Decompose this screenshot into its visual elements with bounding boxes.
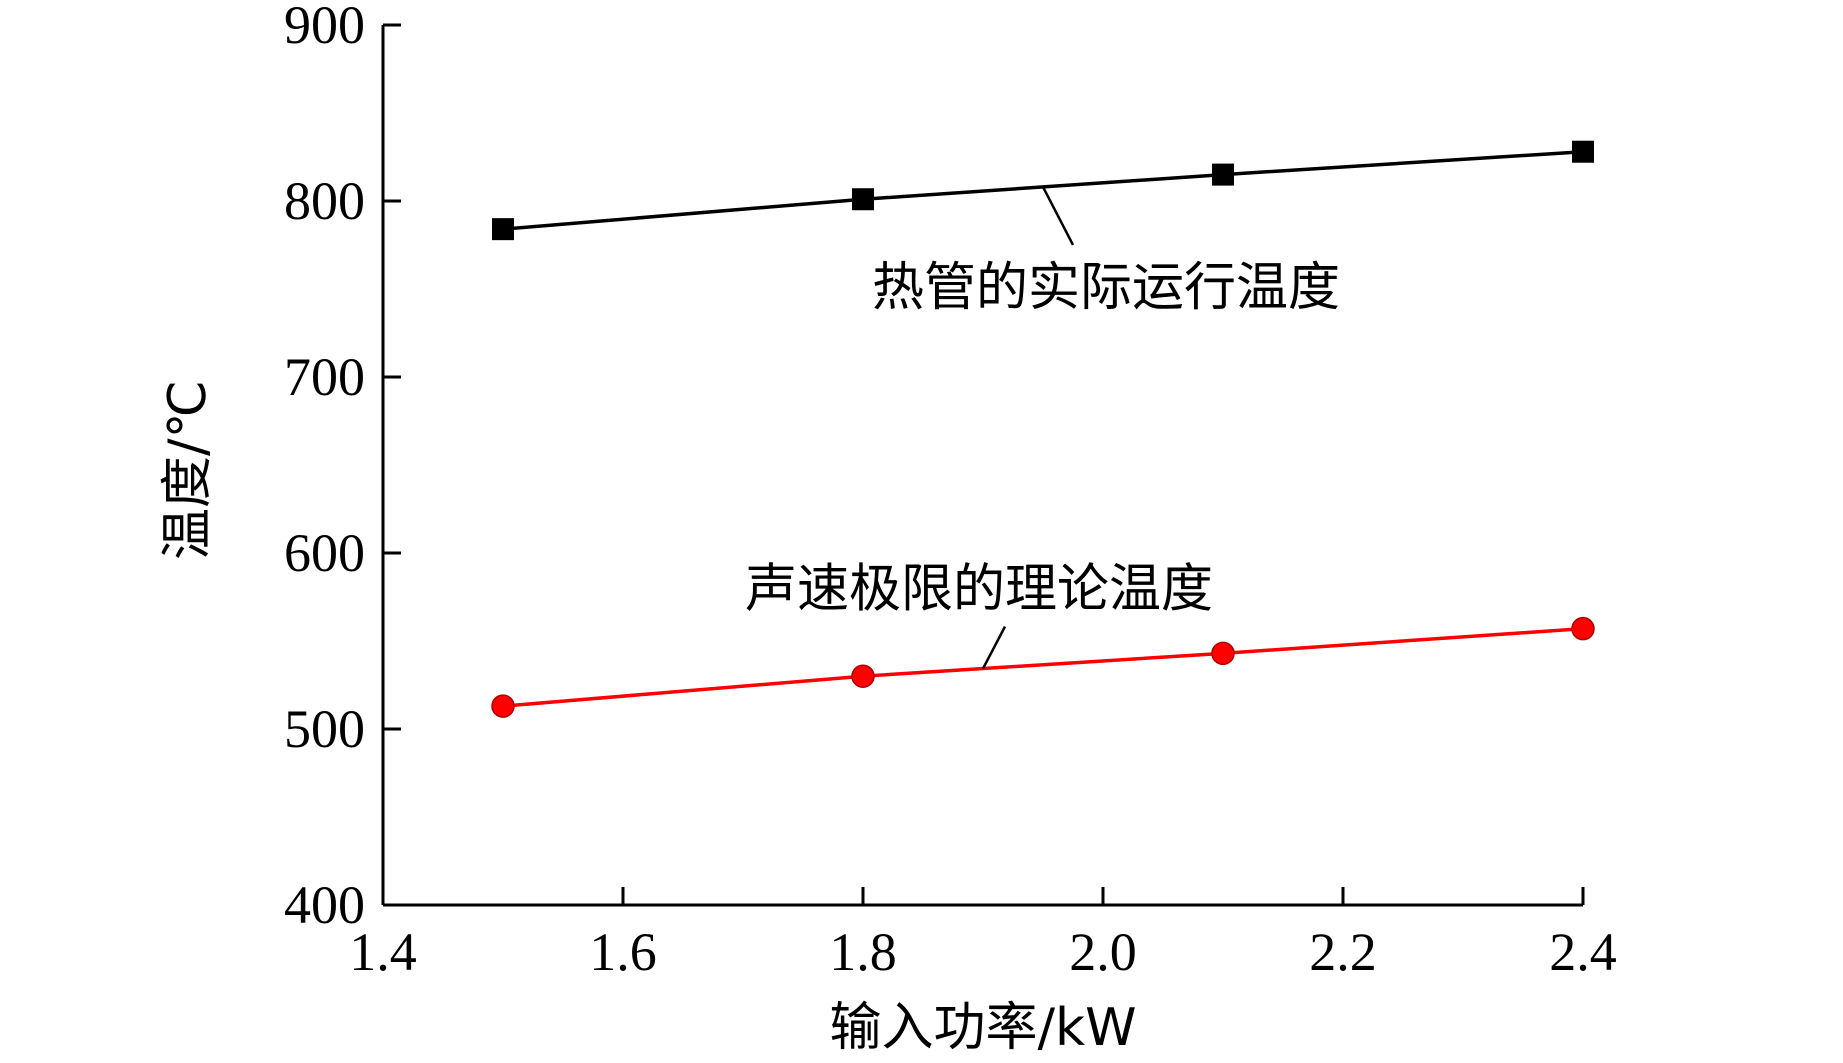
x-axis-title: 输入功率/kW (829, 998, 1136, 1058)
y-tick-label: 700 (284, 347, 365, 407)
data-point-square (852, 188, 874, 211)
x-tick-label: 1.8 (829, 922, 897, 982)
axes (381, 25, 1583, 907)
callout-line-theoretical (981, 625, 1007, 670)
y-axis-ticks: 400 500 600 700 800 900 (284, 0, 401, 935)
data-point-circle (1211, 641, 1235, 666)
y-tick-label: 600 (284, 523, 365, 583)
x-tick-label: 2.2 (1309, 922, 1377, 982)
y-tick-label: 900 (284, 0, 365, 55)
series-layer (491, 140, 1595, 718)
data-point-square (492, 218, 514, 241)
x-tick-label: 1.6 (589, 922, 657, 982)
x-tick-label: 2.4 (1549, 922, 1617, 982)
x-tick-label: 2.0 (1069, 922, 1137, 982)
series-label-actual: 热管的实际运行温度 (872, 258, 1340, 318)
x-axis-ticks: 1.4 1.6 1.8 2.0 2.2 2.4 (349, 887, 1617, 982)
series-line (502, 149, 1584, 231)
y-tick-label: 500 (284, 699, 365, 759)
data-point-circle (851, 664, 875, 688)
series-label-theoretical: 声速极限的理论温度 (745, 560, 1213, 620)
data-point-square (1572, 140, 1594, 163)
data-point-circle (1571, 616, 1595, 641)
data-point-square (1212, 163, 1234, 186)
series-line (502, 626, 1584, 708)
y-tick-label: 400 (284, 875, 365, 935)
callout-line-actual (1041, 186, 1075, 246)
data-point-circle (491, 694, 515, 718)
y-tick-label: 800 (284, 171, 365, 231)
series-label-layer: 热管的实际运行温度 声速极限的理论温度 (745, 186, 1340, 670)
x-tick-label: 1.4 (349, 922, 417, 982)
y-axis-title: 温度/℃ (158, 380, 218, 560)
